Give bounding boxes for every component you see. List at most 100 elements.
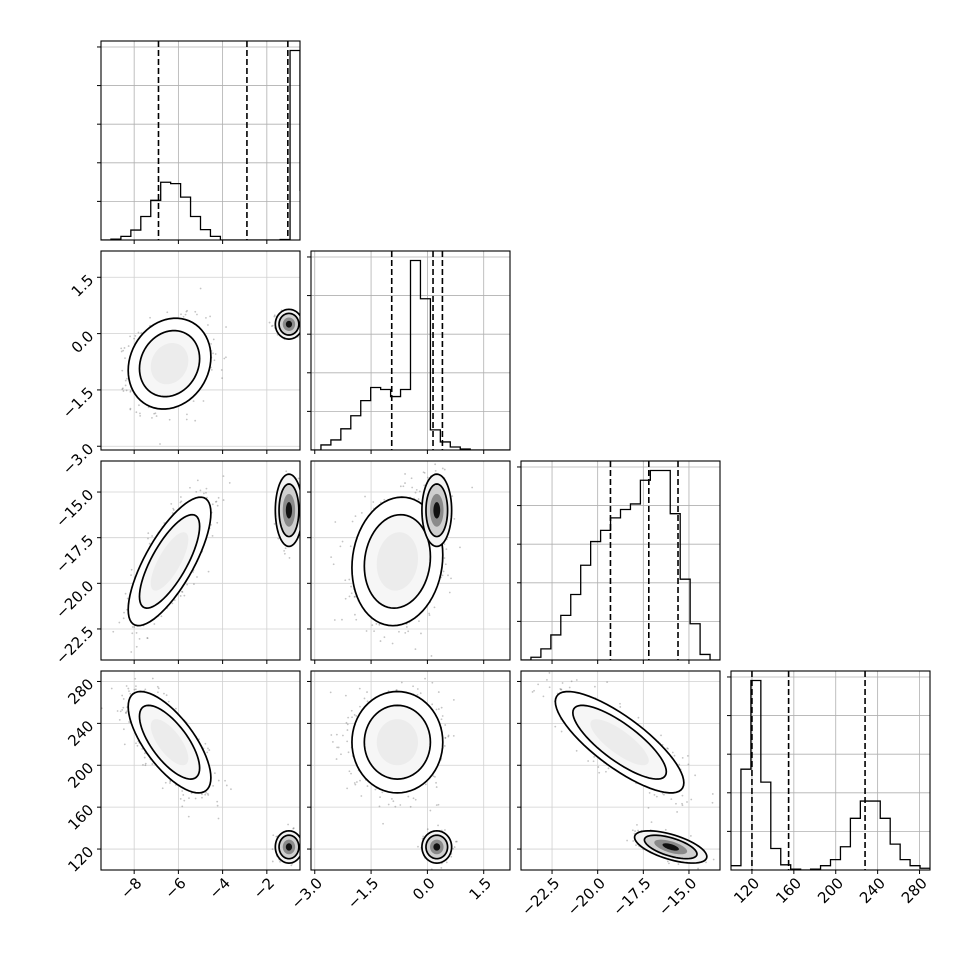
point-3-0-0-863	[136, 744, 139, 747]
point-2-0-0-644	[180, 500, 183, 503]
point-3-1-0-339	[360, 795, 363, 797]
point-1-0-0-115	[212, 352, 214, 355]
frame-1-1	[310, 250, 511, 451]
point-3-0-1-123	[272, 834, 275, 837]
point-2-1-0-354	[378, 623, 381, 626]
point-2-1-0-461	[441, 574, 444, 577]
point-2-0-0-652	[112, 630, 115, 633]
point-3-0-0-151	[169, 782, 171, 784]
contour-2-0-0-2	[150, 532, 189, 591]
point-2-1-0-752	[391, 642, 394, 645]
point-2-1-0-860	[360, 512, 363, 514]
point-1-0-0-248	[127, 345, 130, 347]
point-1-0-0-97	[93, 366, 95, 368]
point-1-0-0-782	[139, 412, 141, 415]
point-3-0-0-132	[122, 728, 125, 731]
point-1-0-0-439	[196, 313, 198, 316]
point-3-0-0-172	[123, 743, 126, 746]
point-2-0-1-115	[283, 552, 286, 555]
panel-2-2	[517, 460, 721, 664]
point-3-0-1-69	[279, 860, 281, 863]
point-2-0-1-150	[284, 547, 287, 550]
ytick-label-1-1: −1.5	[59, 384, 97, 422]
ytick-label-3-1: 160	[64, 801, 97, 834]
point-1-0-0-845	[186, 413, 188, 416]
point-2-1-0-172	[423, 471, 426, 474]
point-3-0-0-234	[216, 800, 219, 803]
point-2-1-0-114	[371, 624, 374, 627]
point-2-0-0-879	[206, 496, 208, 499]
point-3-0-0-120	[161, 787, 164, 790]
point-2-1-0-236	[443, 557, 446, 559]
point-3-1-0-468	[336, 746, 339, 749]
point-2-1-0-69	[348, 578, 351, 581]
point-3-0-0-385	[144, 688, 147, 691]
point-2-0-0-859	[217, 496, 220, 499]
point-2-0-0-531	[146, 637, 149, 640]
point-1-0-0-386	[166, 311, 169, 314]
point-2-0-0-161	[205, 487, 208, 490]
point-1-0-0-215	[139, 414, 142, 417]
point-1-0-0-363	[138, 404, 140, 407]
point-2-1-0-755	[344, 597, 347, 600]
point-3-0-0-222	[135, 685, 137, 688]
point-1-0-0-189	[122, 349, 125, 352]
ytick-label-1-0: −3.0	[59, 440, 97, 478]
point-2-1-0-222	[410, 477, 413, 480]
point-2-0-1-156	[285, 470, 288, 473]
point-1-0-0-788	[186, 309, 189, 312]
point-3-0-0-224	[181, 805, 184, 808]
point-1-0-0-543	[225, 326, 227, 328]
point-3-0-0-384	[142, 763, 144, 766]
point-2-0-0-242	[153, 623, 156, 625]
point-2-1-0-462	[354, 515, 357, 518]
point-2-1-1-190	[453, 517, 456, 520]
point-2-1-0-705	[379, 640, 382, 642]
panel-1-0: −3.0−1.50.01.5	[59, 250, 304, 478]
point-2-1-0-309	[448, 591, 451, 594]
point-1-0-0-693	[123, 347, 126, 349]
point-1-0-1-56	[302, 325, 304, 327]
point-1-0-1-73	[271, 324, 274, 327]
ytick-label-2-2: −17.5	[52, 531, 97, 576]
point-3-0-0-22	[212, 784, 215, 787]
point-2-0-0-559	[199, 489, 202, 492]
panel-0-0-content	[101, 41, 300, 240]
point-1-0-0-519	[129, 389, 132, 392]
point-2-0-0-509	[196, 479, 199, 482]
point-3-1-0-102	[409, 805, 412, 808]
point-3-0-0-651	[174, 707, 177, 710]
point-2-1-0-332	[350, 585, 353, 588]
contour-2-1-0-2	[376, 532, 419, 591]
point-2-1-0-744	[428, 614, 431, 617]
point-3-0-0-713	[179, 797, 182, 800]
point-2-0-0-667	[216, 521, 219, 524]
point-3-1-0-389	[424, 677, 426, 680]
point-3-0-0-454	[164, 781, 167, 784]
point-2-1-0-353	[443, 543, 446, 546]
point-3-0-0-21	[204, 793, 207, 796]
point-3-0-0-73	[187, 815, 190, 818]
point-3-1-0-13	[392, 800, 395, 803]
ytick-label-3-4: 280	[64, 675, 97, 708]
point-3-0-0-436	[141, 747, 144, 750]
point-1-0-1-64	[302, 324, 304, 326]
panel-1-1-content	[311, 251, 510, 450]
point-2-1-0-465	[407, 630, 410, 633]
point-3-0-0-10	[183, 799, 186, 802]
ytick-label-1-3: 1.5	[68, 271, 98, 301]
point-3-1-0-141	[435, 786, 438, 788]
ytick-label-3-0: 120	[64, 843, 97, 876]
point-3-1-0-210	[441, 715, 444, 717]
point-3-1-0-174	[437, 803, 440, 806]
point-3-1-0-121	[414, 798, 417, 801]
point-3-0-0-276	[190, 792, 193, 795]
point-1-0-0-443	[202, 400, 205, 402]
point-2-1-0-878	[354, 595, 357, 598]
point-2-1-0-30	[383, 498, 386, 501]
point-2-0-0-668	[181, 591, 184, 593]
point-3-0-0-600	[206, 751, 209, 754]
point-2-1-0-707	[404, 482, 406, 484]
point-1-0-0-240	[121, 387, 124, 390]
point-3-1-0-398	[394, 805, 397, 808]
